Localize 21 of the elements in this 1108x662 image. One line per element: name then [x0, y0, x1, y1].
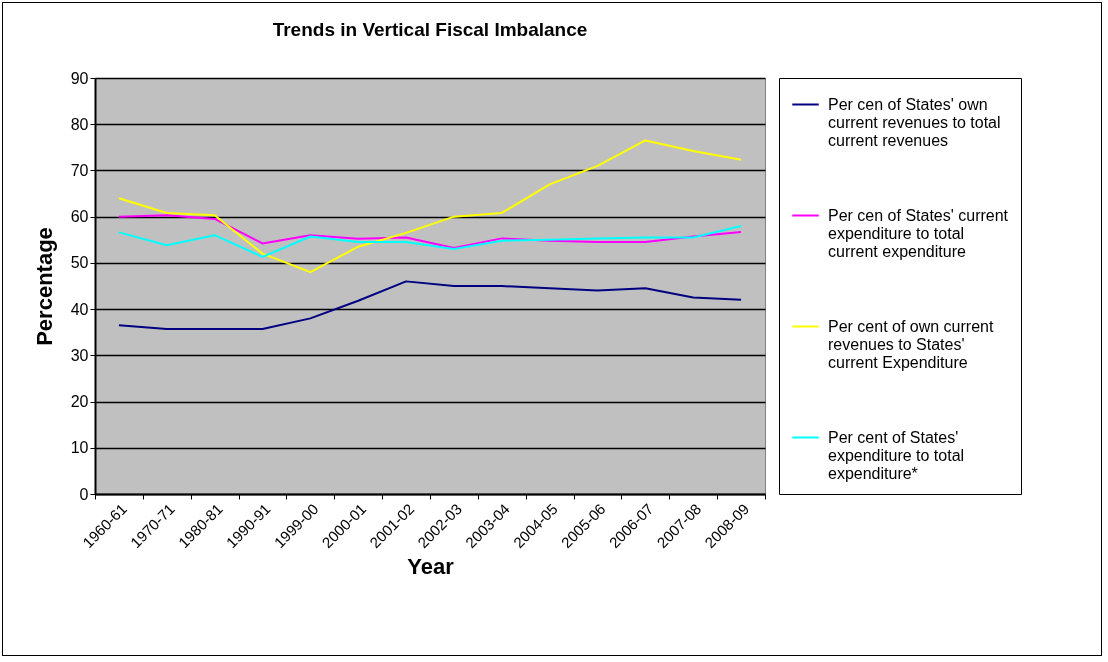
line-series	[117, 280, 743, 330]
y-tick-label: 80	[70, 115, 89, 133]
y-tick-label: 20	[70, 393, 89, 411]
line-series	[117, 224, 743, 258]
legend-label: Per cen of States' current expenditure to total current expenditure	[828, 206, 1009, 260]
legend-label: Per cent of own current revenues to States' current Expenditure	[828, 317, 994, 371]
legend-label: Per cent of States' expenditure to total expenditure*	[828, 428, 965, 482]
y-tick-label: 10	[70, 439, 89, 457]
line-series	[117, 214, 743, 250]
y-tick-label: 60	[70, 208, 89, 226]
y-tick-label: 0	[79, 485, 89, 503]
y-tick-label: 30	[70, 346, 89, 364]
x-axis-title: Year	[407, 554, 455, 580]
y-tick-label: 90	[70, 69, 89, 87]
y-tick-label: 70	[70, 161, 89, 179]
line-series	[117, 139, 743, 274]
chart-title: Trends in Vertical Fiscal Imbalance	[272, 19, 588, 40]
y-axis-title: Percentage	[31, 227, 57, 346]
y-tick-label: 50	[70, 254, 89, 272]
legend-label: Per cen of States' own current revenues to total current revenues	[828, 95, 1001, 149]
y-tick-label: 40	[70, 300, 89, 318]
